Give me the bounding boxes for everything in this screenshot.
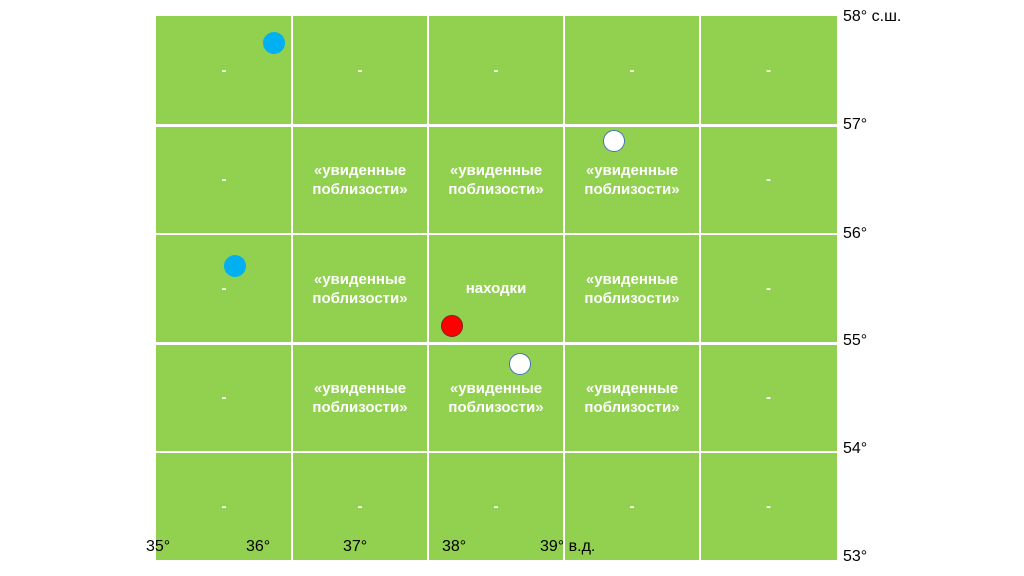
lon-label-35: 35° [146,538,171,555]
lon-label-37: 37° [343,538,368,555]
grid-cell-r1-c0: - [221,171,227,188]
grid-cell-r0-c0: - [221,62,227,79]
grid-horizontal-line [156,233,837,235]
grid-horizontal-line [156,342,837,345]
grid-cell-r0-c1: - [357,62,363,79]
grid-vertical-line [427,16,429,560]
grid-cell-r1-c4: - [766,171,771,188]
white-marker [603,130,626,153]
red-marker [440,315,463,338]
grid-vertical-line [291,16,293,560]
grid-cell-r0-c4: - [766,62,771,79]
grid-cell-r2-c3: «увиденные поблизости» [584,270,680,307]
grid-cell-r0-c3: - [629,62,635,79]
lon-label-39: 39° в.д. [540,538,596,555]
grid-cell-r3-c2: «увиденные поблизости» [448,379,544,416]
grid-cell-r3-c1: «увиденные поблизости» [312,379,408,416]
lat-label-54: 54° [843,440,868,457]
lat-label-55: 55° [843,332,868,349]
grid-cell-r4-c1: - [357,497,363,515]
lat-label-53: 53° [843,548,868,565]
grid-cell-r2-c2: находки [465,280,527,297]
grid-cell-r3-c0: - [221,389,227,406]
grid-vertical-line [563,16,565,560]
grid-cell-r4-c0: - [221,497,227,515]
blue-marker [223,255,246,278]
white-marker [509,353,532,376]
lon-label-38: 38° [442,538,467,555]
blue-marker [263,32,286,55]
grid-cell-r3-c3: «увиденные поблизости» [584,379,680,416]
grid-cell-r2-c4: - [766,280,771,297]
lat-label-57: 57° [843,116,868,133]
grid-cell-r0-c2: - [493,62,499,79]
map-grid: - - - - - - «увиденные поблизости» «увиденные п… [156,16,837,560]
lat-label-56: 56° [843,225,868,242]
grid-cell-r2-c1: «увиденные поблизости» [312,270,408,307]
grid-horizontal-line [156,451,837,453]
grid-cell-r4-c3: - [629,497,635,515]
lat-label-58: 58° с.ш. [843,8,902,25]
grid-cell-r1-c3: «увиденные поблизости» [584,161,680,198]
grid-cell-r3-c4: - [766,389,771,406]
grid-cell-r4-c4: - [766,497,771,515]
grid-cell-r1-c2: «увиденные поблизости» [448,161,544,198]
grid-cell-r2-c0: - [221,280,227,297]
grid-cell-r1-c1: «увиденные поблизости» [312,161,408,198]
grid-horizontal-line [156,124,837,127]
grid-cell-r4-c2: - [493,497,499,515]
grid-vertical-line [699,16,701,560]
lon-label-36: 36° [246,538,271,555]
